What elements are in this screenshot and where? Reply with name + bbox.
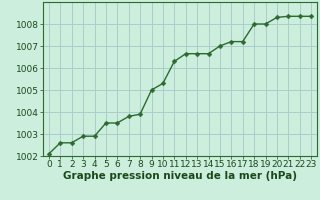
X-axis label: Graphe pression niveau de la mer (hPa): Graphe pression niveau de la mer (hPa) xyxy=(63,171,297,181)
